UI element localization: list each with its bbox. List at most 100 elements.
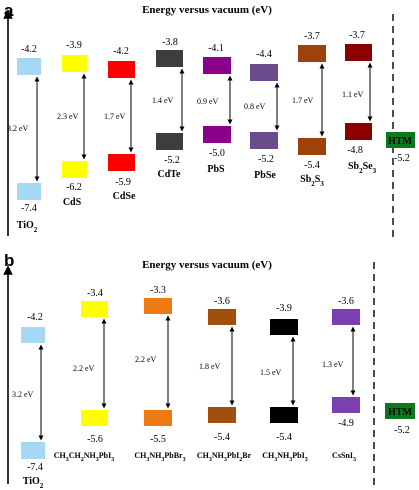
valence-band xyxy=(144,410,172,426)
valence-band xyxy=(21,442,45,459)
band-gap-value: 0.8 eV xyxy=(244,102,266,111)
conduction-band xyxy=(156,50,183,67)
band-gap-value: 1.3 eV xyxy=(322,360,344,369)
vb-value: -4.8 xyxy=(347,145,363,156)
band-gap-value: 1.7 eV xyxy=(292,96,314,105)
vb-value: -5.2 xyxy=(258,154,274,165)
band-gap-value: 1.4 eV xyxy=(152,96,174,105)
band-gap-value: 1.7 eV xyxy=(104,112,126,121)
band-gap-value: 1.5 eV xyxy=(260,368,282,377)
valence-band xyxy=(270,407,298,423)
valence-band xyxy=(345,123,372,140)
cb-value: -4.2 xyxy=(27,312,43,323)
panel-a-htm: HTM -5.2 xyxy=(386,132,415,164)
vb-value: -6.2 xyxy=(66,182,82,193)
vb-value: -7.4 xyxy=(21,203,37,214)
panel-b-material-ch3nh3pbbr3: -3.3 -5.5 2.2 eV CH3NH3PbBr3 xyxy=(134,285,185,463)
cb-value: -3.6 xyxy=(338,296,354,307)
vb-value: -5.6 xyxy=(87,434,103,445)
panel-b-title: Energy versus vacuum (eV) xyxy=(142,259,272,271)
cb-value: -3.4 xyxy=(87,288,103,299)
htm-box xyxy=(386,132,415,148)
valence-band xyxy=(250,132,278,149)
cb-value: -4.1 xyxy=(208,43,224,54)
valence-band xyxy=(62,161,87,178)
panel-b-label: b xyxy=(4,251,14,270)
cb-value: -3.8 xyxy=(162,37,178,48)
cb-value: -3.3 xyxy=(150,285,166,296)
conduction-band xyxy=(108,61,135,78)
panel-a-material-cdte: -3.8 -5.2 1.4 eV CdTe xyxy=(152,37,185,180)
vb-value: -5.0 xyxy=(209,148,225,159)
vb-value: -5.9 xyxy=(115,177,131,188)
conduction-band xyxy=(345,44,372,61)
htm-label: HTM xyxy=(388,407,412,418)
cb-value: -3.9 xyxy=(66,40,82,51)
conduction-band xyxy=(21,327,45,343)
cb-value: -3.7 xyxy=(304,31,320,42)
conduction-band xyxy=(203,57,231,74)
panel-b-material-tio2: -4.2 -7.4 3.2 eV TiO2 xyxy=(12,312,45,490)
valence-band xyxy=(332,397,360,413)
panel-a-material-sb2s3: -3.7 -5.4 1.7 eV Sb2S3 xyxy=(292,31,326,188)
panel-a-material-cdse: -4.2 -5.9 1.7 eV CdSe xyxy=(104,46,136,202)
material-name: PbS xyxy=(207,164,225,175)
conduction-band xyxy=(17,58,41,75)
band-gap-value: 3.2 eV xyxy=(12,390,34,399)
vb-value: -5.4 xyxy=(214,432,230,443)
band-gap-value: 0.9 eV xyxy=(197,97,219,106)
panel-a-material-tio2: -4.2 -7.4 3.2 eV TiO2 xyxy=(7,44,41,234)
material-name: TiO2 xyxy=(17,220,38,234)
valence-band xyxy=(108,154,135,171)
material-name: Sb2S3 xyxy=(300,174,324,188)
valence-band xyxy=(81,410,108,426)
band-gap-value: 1.1 eV xyxy=(342,90,364,99)
conduction-band xyxy=(298,45,326,62)
cb-value: -3.7 xyxy=(349,30,365,41)
material-name: PbSe xyxy=(254,170,276,181)
material-name: CH3CH2NH3PbI3 xyxy=(54,451,114,463)
conduction-band xyxy=(62,55,87,72)
valence-band xyxy=(156,133,183,150)
panel-a-material-pbse: -4.4 -5.2 0.8 eV PbSe xyxy=(244,49,280,181)
valence-band xyxy=(17,183,41,200)
material-name: CH3NH3PbBr3 xyxy=(134,451,185,463)
band-gap-value: 3.2 eV xyxy=(7,124,29,133)
cb-value: -4.2 xyxy=(21,44,37,55)
material-name: CH3NH3PbI3 xyxy=(262,451,307,463)
vb-value: -5.4 xyxy=(276,432,292,443)
panel-a-material-sb2se3: -3.7 -4.8 1.1 eV Sb2Se3 xyxy=(342,30,377,175)
panel-b-material-ch3ch2nh3pbi3: -3.4 -5.6 2.2 eV CH3CH2NH3PbI3 xyxy=(54,288,114,463)
valence-band xyxy=(298,138,326,155)
vb-value: -5.5 xyxy=(150,434,166,445)
panel-b-htm: HTM -5.2 xyxy=(385,403,415,436)
cb-value: -4.2 xyxy=(113,46,129,57)
band-gap-value: 2.3 eV xyxy=(57,112,79,121)
htm-value: -5.2 xyxy=(394,153,410,164)
panel-a-title: Energy versus vacuum (eV) xyxy=(142,4,272,16)
material-name: CsSnI3 xyxy=(332,451,356,463)
band-gap-value: 1.8 eV xyxy=(199,362,221,371)
material-name: CdSe xyxy=(113,191,136,202)
panel-a-material-pbs: -4.1 -5.0 0.9 eV PbS xyxy=(197,43,233,175)
band-gap-value: 2.2 eV xyxy=(73,364,95,373)
conduction-band xyxy=(332,309,360,325)
vb-value: -4.9 xyxy=(338,418,354,429)
cb-value: -4.4 xyxy=(256,49,272,60)
vb-value: -5.4 xyxy=(304,160,320,171)
panel-a: a Energy versus vacuum (eV) -4.2 -7.4 3.… xyxy=(3,1,415,238)
vb-value: -7.4 xyxy=(27,462,43,473)
material-name: CH3NH3PbI2Br xyxy=(197,451,252,463)
band-gap-value: 2.2 eV xyxy=(135,355,157,364)
htm-value: -5.2 xyxy=(394,425,410,436)
conduction-band xyxy=(144,298,172,314)
panel-b: b Energy versus vacuum (eV) -4.2 -7.4 3.… xyxy=(3,251,415,490)
material-name: CdTe xyxy=(158,169,182,180)
panel-a-label: a xyxy=(4,1,14,20)
conduction-band xyxy=(81,301,108,317)
htm-label: HTM xyxy=(388,136,412,147)
vb-value: -5.2 xyxy=(164,155,180,166)
panel-b-material-ch3nh3pbi3: -3.9 -5.4 1.5 eV CH3NH3PbI3 xyxy=(260,303,308,463)
panel-b-material-cssni3: -3.6 -4.9 1.3 eV CsSnI3 xyxy=(322,296,360,463)
conduction-band xyxy=(270,319,298,335)
